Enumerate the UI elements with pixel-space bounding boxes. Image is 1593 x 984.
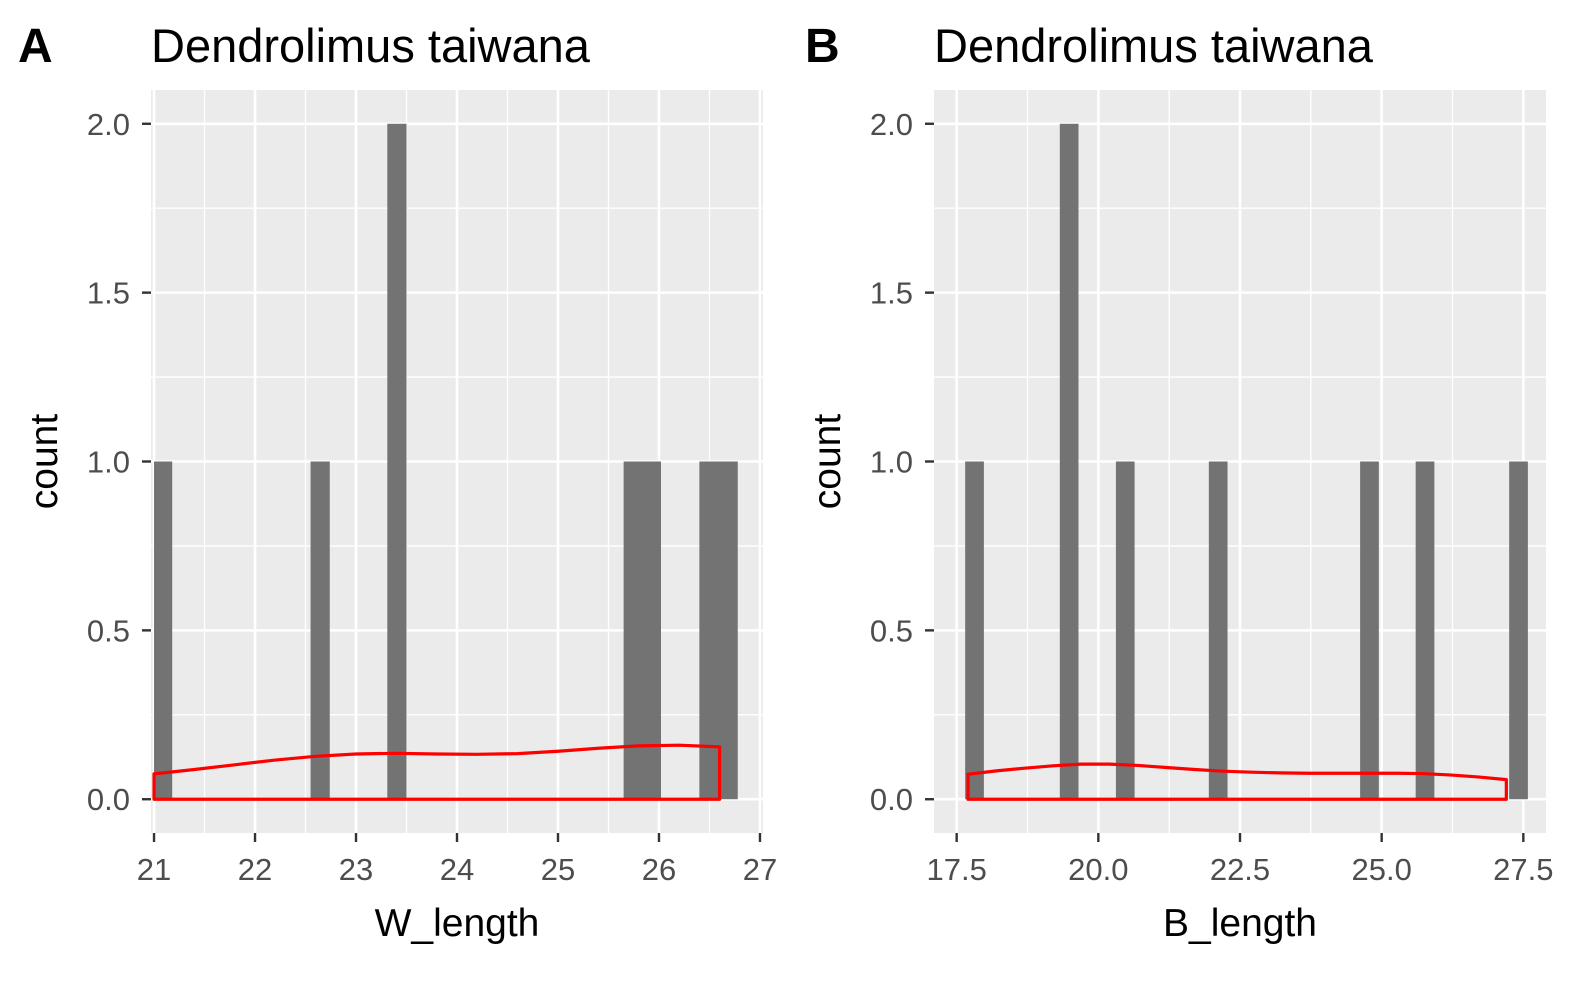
y-axis-title: count (806, 414, 849, 510)
y-tick-label: 2.0 (870, 107, 913, 142)
histogram-bar (1208, 461, 1228, 800)
histogram-bar (1509, 461, 1528, 800)
panel-a: 0.0 0.5 1.0 1.5 2.0 21 22 23 24 25 26 27 A Dendrolimu… (18, 19, 777, 945)
histogram-bar (1115, 461, 1135, 800)
x-tick-label: 26 (642, 852, 676, 887)
y-tick-label: 0.0 (87, 782, 130, 817)
panel-tag: B (805, 20, 840, 73)
panel-tag: A (18, 20, 53, 73)
y-tick-label: 2.0 (87, 107, 130, 142)
x-tick-label: 23 (339, 852, 373, 887)
histogram-bar (699, 461, 738, 800)
x-tick-label: 24 (440, 852, 474, 887)
histogram-bar (387, 123, 407, 800)
x-axis-title: B_length (1163, 902, 1317, 945)
panel-b: 0.0 0.5 1.0 1.5 2.0 17.5 20.0 22.5 25.0 27.5 B Dend… (805, 19, 1554, 945)
x-tick-label: 25 (541, 852, 575, 887)
x-tick-label: 25.0 (1351, 852, 1411, 887)
x-tick-label: 21 (137, 852, 171, 887)
y-tick-label: 0.0 (870, 782, 913, 817)
y-tick-label: 1.0 (87, 445, 130, 480)
histogram-bar (154, 461, 173, 800)
x-tick-label: 27.5 (1493, 852, 1553, 887)
y-tick-label: 0.5 (87, 613, 130, 648)
chart-title: Dendrolimus taiwana (151, 19, 591, 72)
y-tick-label: 1.5 (87, 276, 130, 311)
y-tick-label: 1.0 (870, 445, 913, 480)
y-tick-label: 0.5 (870, 613, 913, 648)
density-curve (966, 762, 1508, 801)
histogram-bar (623, 461, 661, 800)
y-axis-title: count (23, 414, 66, 510)
x-tick-label: 22.5 (1210, 852, 1270, 887)
histogram-bar (965, 461, 984, 800)
y-tick-label: 1.5 (870, 276, 913, 311)
x-tick-label: 20.0 (1068, 852, 1128, 887)
histogram-bar (1360, 461, 1379, 800)
x-tick-label: 17.5 (926, 852, 986, 887)
histogram-bar (1059, 123, 1079, 800)
x-tick-label: 27 (743, 852, 777, 887)
chart-title: Dendrolimus taiwana (934, 19, 1374, 72)
density-curve (152, 743, 722, 801)
x-axis-title: W_length (375, 902, 540, 945)
histogram-bar (310, 461, 330, 800)
x-tick-label: 22 (238, 852, 272, 887)
histogram-bar (1415, 461, 1435, 800)
